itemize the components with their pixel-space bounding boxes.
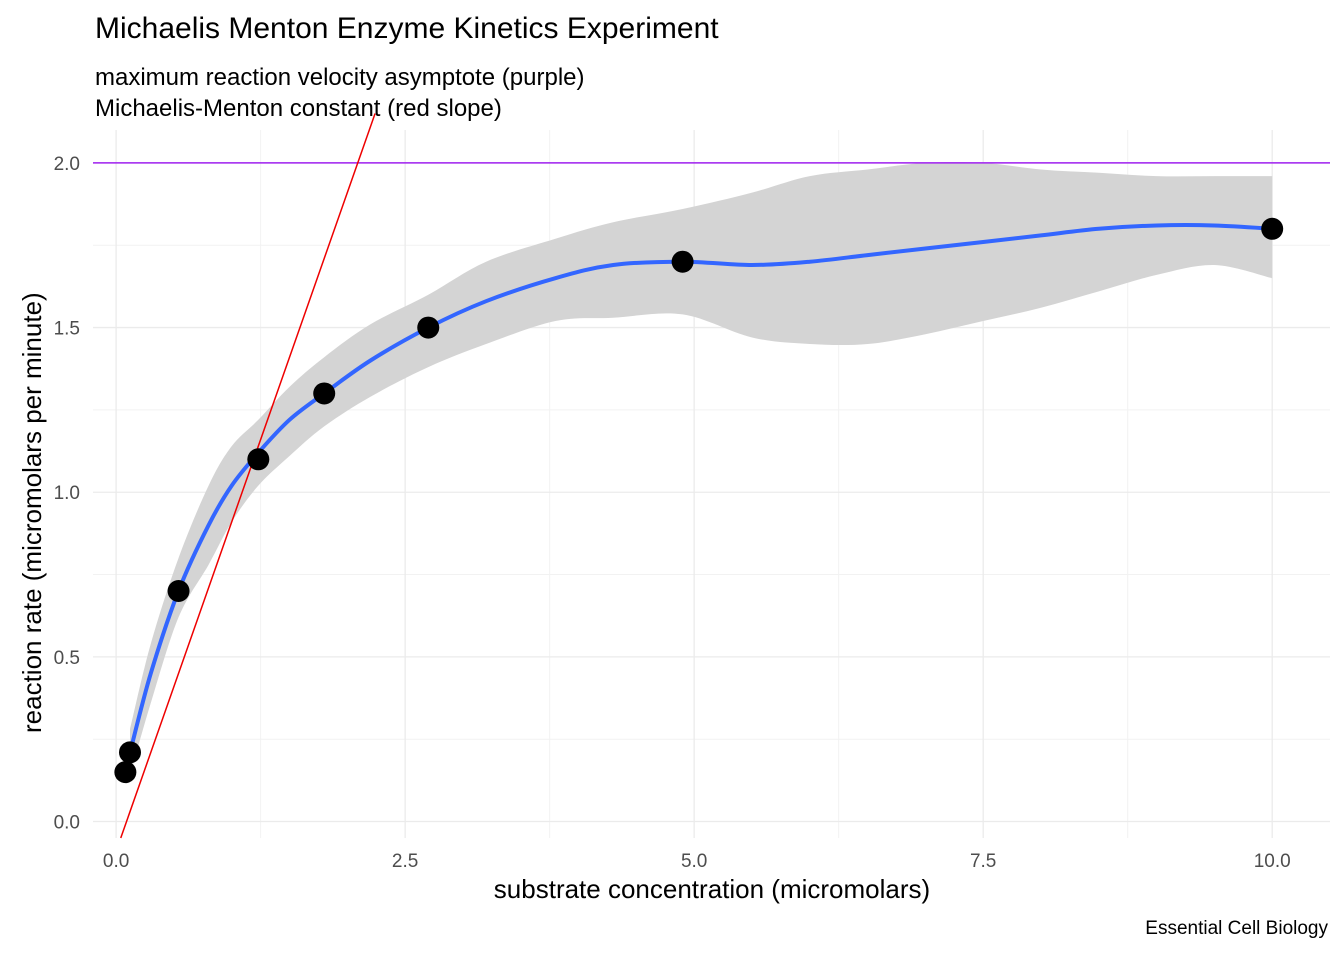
data-point [118, 741, 141, 764]
reference-lines-layer [93, 113, 1330, 839]
chart-caption: Essential Cell Biology [1145, 918, 1328, 939]
x-tick-label: 7.5 [970, 851, 996, 872]
x-tick-label: 2.5 [392, 851, 418, 872]
x-tick-label: 0.0 [103, 851, 129, 872]
data-point [114, 761, 137, 784]
data-point [167, 580, 190, 603]
chart-subtitle: maximum reaction velocity asymptote (pur… [95, 62, 585, 124]
subtitle-line-2: Michaelis-Menton constant (red slope) [95, 95, 502, 122]
confidence-band-layer [130, 162, 1273, 776]
y-tick-label: 1.0 [54, 483, 80, 504]
y-tick-label: 1.5 [54, 319, 80, 340]
x-tick-label: 5.0 [681, 851, 707, 872]
y-axis-label: reaction rate (micromolars per minute) [17, 292, 47, 733]
confidence-band [130, 162, 1273, 776]
y-tick-label: 0.0 [54, 813, 80, 834]
y-tick-labels: 0.0 0.5 1.0 1.5 2.0 [54, 154, 80, 834]
x-tick-labels: 0.0 2.5 5.0 7.5 10.0 [103, 851, 1291, 872]
x-tick-label: 10.0 [1254, 851, 1291, 872]
data-point [313, 382, 336, 405]
km-slope-line [120, 113, 376, 839]
data-point [247, 448, 270, 471]
chart-title: Michaelis Menton Enzyme Kinetics Experim… [95, 12, 719, 45]
smooth-curve-layer [128, 223, 1275, 755]
y-tick-label: 2.0 [54, 154, 80, 175]
subtitle-line-1: maximum reaction velocity asymptote (pur… [95, 64, 585, 91]
data-point [1261, 217, 1284, 240]
data-point [671, 250, 694, 273]
y-tick-label: 0.5 [54, 648, 80, 669]
data-point [417, 316, 440, 339]
smooth-fit-line [128, 223, 1275, 755]
x-axis-label: substrate concentration (micromolars) [493, 874, 931, 904]
data-points-layer [114, 217, 1284, 784]
